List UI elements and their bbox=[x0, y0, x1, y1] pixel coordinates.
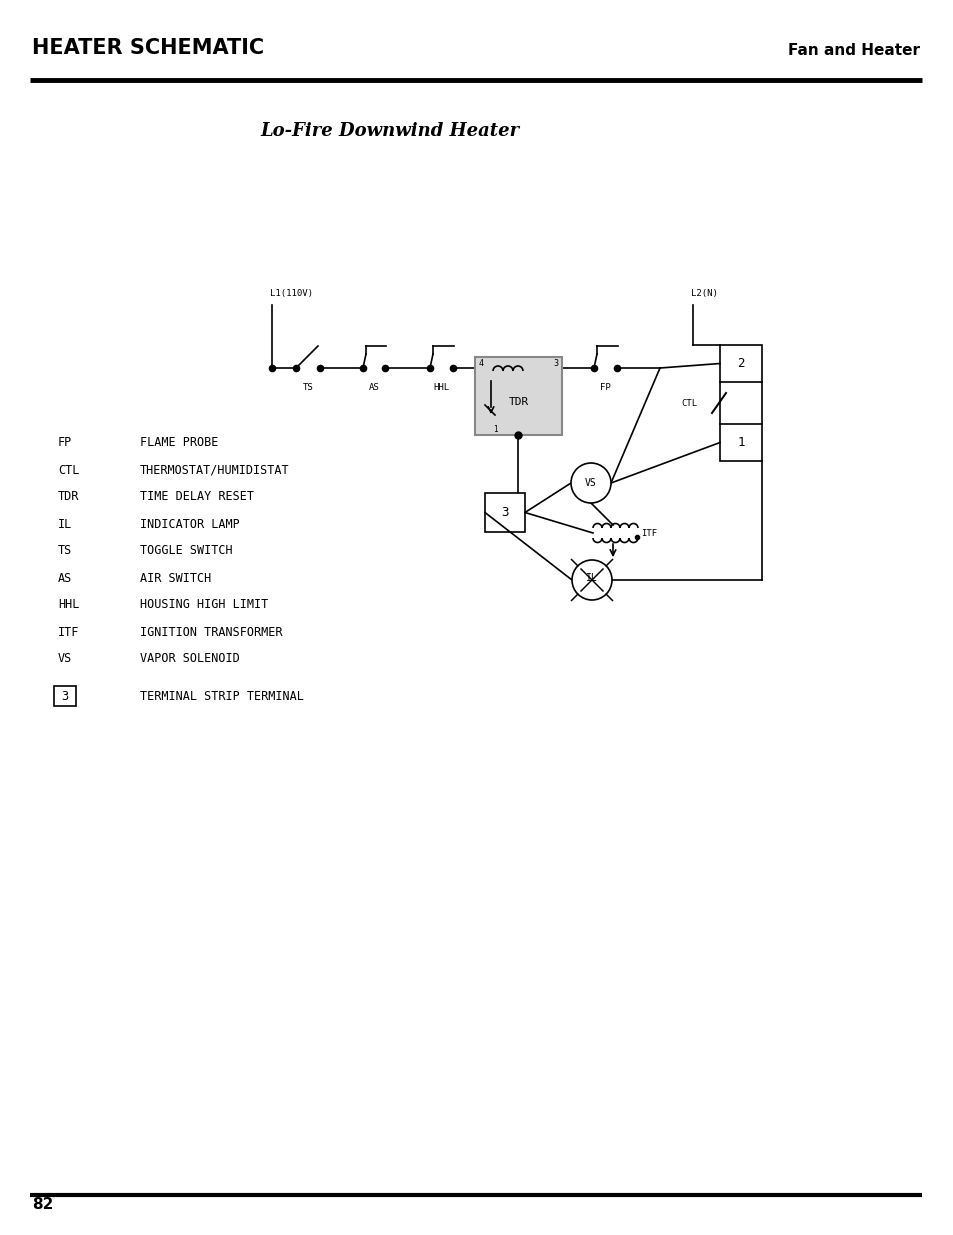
Text: THERMOSTAT/HUMIDISTAT: THERMOSTAT/HUMIDISTAT bbox=[140, 463, 290, 477]
Text: TERMINAL STRIP TERMINAL: TERMINAL STRIP TERMINAL bbox=[140, 689, 304, 703]
Circle shape bbox=[571, 463, 610, 503]
Bar bbox=[54, 685, 76, 706]
Text: CTL: CTL bbox=[681, 399, 698, 408]
Text: FLAME PROBE: FLAME PROBE bbox=[140, 436, 218, 450]
Text: L1(110V): L1(110V) bbox=[270, 289, 313, 298]
Text: TIME DELAY RESET: TIME DELAY RESET bbox=[140, 490, 253, 504]
Text: AS: AS bbox=[368, 383, 379, 391]
Text: FP: FP bbox=[599, 383, 610, 391]
Text: IL: IL bbox=[585, 573, 598, 583]
Text: L2(N): L2(N) bbox=[690, 289, 717, 298]
Text: IL: IL bbox=[58, 517, 72, 531]
Circle shape bbox=[572, 559, 612, 600]
Text: INDICATOR LAMP: INDICATOR LAMP bbox=[140, 517, 239, 531]
Text: AS: AS bbox=[58, 572, 72, 584]
Text: FP: FP bbox=[58, 436, 72, 450]
Bar bbox=[475, 357, 561, 435]
Text: TS: TS bbox=[302, 383, 313, 391]
Text: HHL: HHL bbox=[58, 599, 79, 611]
Text: 82: 82 bbox=[32, 1197, 53, 1212]
Text: HHL: HHL bbox=[433, 383, 449, 391]
Text: HOUSING HIGH LIMIT: HOUSING HIGH LIMIT bbox=[140, 599, 268, 611]
Text: 4: 4 bbox=[478, 359, 483, 368]
Bar bbox=[720, 424, 761, 461]
Text: ITF: ITF bbox=[640, 529, 657, 537]
Text: ITF: ITF bbox=[58, 625, 79, 638]
Text: HEATER SCHEMATIC: HEATER SCHEMATIC bbox=[32, 38, 264, 58]
Text: 3: 3 bbox=[553, 359, 558, 368]
Text: Lo-Fire Downwind Heater: Lo-Fire Downwind Heater bbox=[260, 122, 519, 140]
Text: IGNITION TRANSFORMER: IGNITION TRANSFORMER bbox=[140, 625, 282, 638]
Text: AIR SWITCH: AIR SWITCH bbox=[140, 572, 211, 584]
Text: 2: 2 bbox=[737, 357, 744, 370]
Text: TOGGLE SWITCH: TOGGLE SWITCH bbox=[140, 545, 233, 557]
Text: 1: 1 bbox=[737, 436, 744, 450]
Text: VS: VS bbox=[584, 478, 597, 488]
Text: Fan and Heater: Fan and Heater bbox=[787, 43, 919, 58]
Bar bbox=[720, 345, 761, 382]
Text: CTL: CTL bbox=[58, 463, 79, 477]
Text: TS: TS bbox=[58, 545, 72, 557]
Text: VAPOR SOLENOID: VAPOR SOLENOID bbox=[140, 652, 239, 666]
Text: VS: VS bbox=[58, 652, 72, 666]
Text: TDR: TDR bbox=[508, 396, 528, 408]
Text: 3: 3 bbox=[500, 506, 508, 519]
Bar bbox=[484, 493, 524, 532]
Text: TDR: TDR bbox=[58, 490, 79, 504]
Text: 3: 3 bbox=[61, 689, 69, 703]
Text: 1: 1 bbox=[493, 425, 497, 433]
